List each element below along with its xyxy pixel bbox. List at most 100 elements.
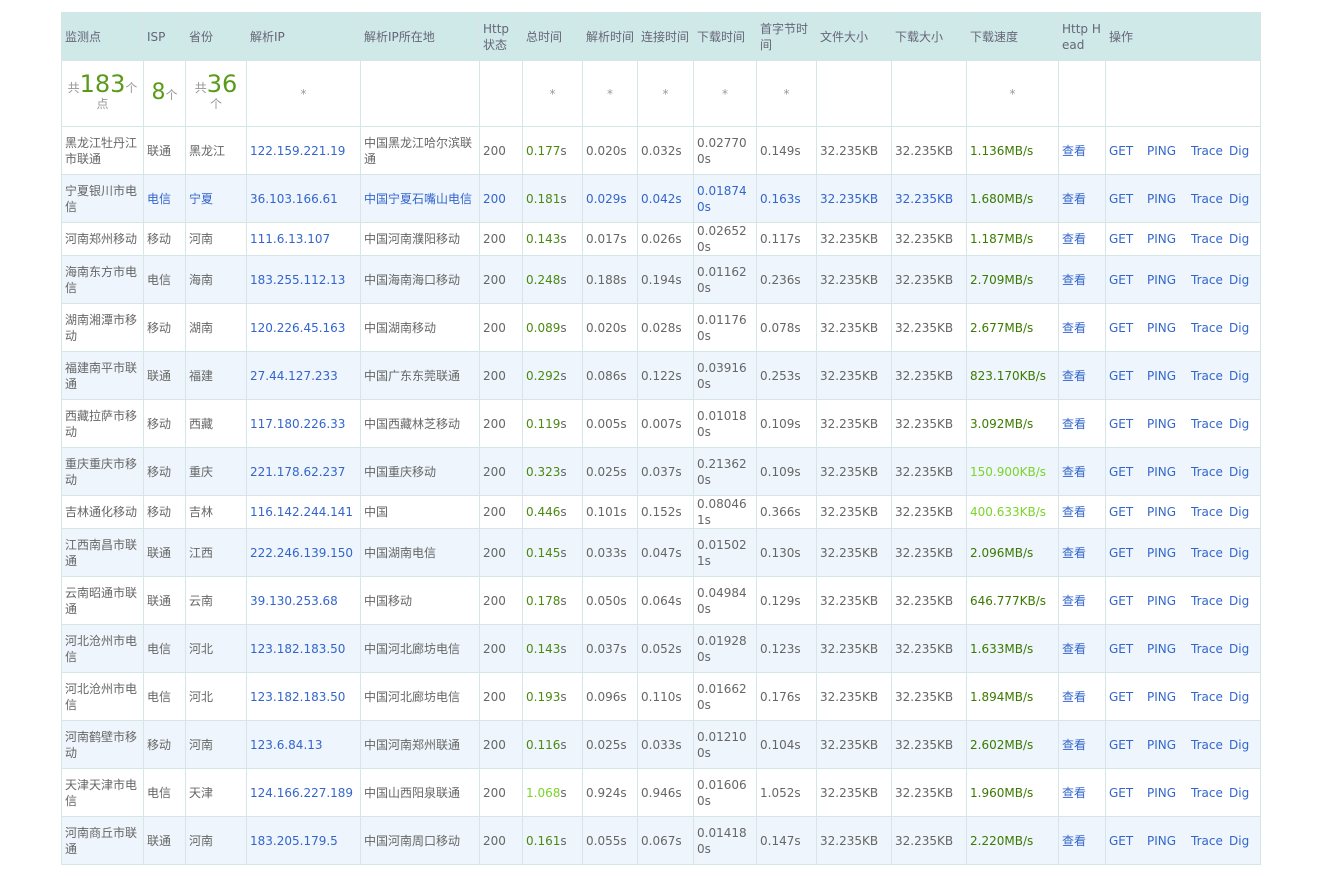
get-link[interactable]: GET	[1109, 505, 1134, 519]
dig-link[interactable]: Dig	[1229, 320, 1250, 335]
trace-link[interactable]: Trace	[1191, 368, 1223, 383]
view-head-link[interactable]: 查看	[1062, 833, 1087, 848]
dig-link[interactable]: Dig	[1229, 689, 1250, 704]
get-link[interactable]: GET	[1109, 641, 1134, 656]
dig-link[interactable]: Dig	[1229, 593, 1250, 608]
dig-link[interactable]: Dig	[1229, 641, 1250, 656]
view-head-link[interactable]: 查看	[1062, 143, 1087, 158]
trace-link[interactable]: Trace	[1191, 272, 1223, 287]
get-link[interactable]: GET	[1109, 833, 1134, 848]
view-head-link[interactable]: 查看	[1062, 368, 1087, 383]
get-link[interactable]: GET	[1109, 272, 1134, 287]
cell-http-head: 查看	[1058, 624, 1106, 673]
trace-link[interactable]: Trace	[1191, 416, 1223, 431]
trace-link[interactable]: Trace	[1191, 232, 1223, 246]
cell-resolved-ip[interactable]: 111.6.13.107	[246, 222, 361, 256]
get-link[interactable]: GET	[1109, 545, 1134, 560]
cell-node: 西藏拉萨市移动	[61, 399, 144, 448]
ping-link[interactable]: PING	[1147, 689, 1177, 704]
trace-link[interactable]: Trace	[1191, 505, 1223, 519]
ping-link[interactable]: PING	[1147, 232, 1177, 246]
get-link[interactable]: GET	[1109, 593, 1134, 608]
trace-link[interactable]: Trace	[1191, 545, 1223, 560]
view-head-link[interactable]: 查看	[1062, 737, 1087, 752]
cell-resolved-ip[interactable]: 183.205.179.5	[246, 816, 361, 865]
dig-link[interactable]: Dig	[1229, 785, 1250, 800]
dig-link[interactable]: Dig	[1229, 464, 1250, 479]
dig-link[interactable]: Dig	[1229, 833, 1250, 848]
get-link[interactable]: GET	[1109, 191, 1134, 206]
view-head-link[interactable]: 查看	[1062, 505, 1087, 519]
cell-resolved-ip[interactable]: 221.178.62.237	[246, 447, 361, 496]
ping-link[interactable]: PING	[1147, 641, 1177, 656]
ping-link[interactable]: PING	[1147, 272, 1177, 287]
view-head-link[interactable]: 查看	[1062, 785, 1087, 800]
trace-link[interactable]: Trace	[1191, 143, 1223, 158]
trace-link[interactable]: Trace	[1191, 320, 1223, 335]
header-download-size: 下载大小	[891, 12, 967, 61]
ping-link[interactable]: PING	[1147, 593, 1177, 608]
cell-resolved-ip[interactable]: 123.6.84.13	[246, 720, 361, 769]
ping-link[interactable]: PING	[1147, 416, 1177, 431]
cell-resolved-ip[interactable]: 39.130.253.68	[246, 576, 361, 625]
view-head-link[interactable]: 查看	[1062, 593, 1087, 608]
view-head-link[interactable]: 查看	[1062, 232, 1087, 246]
view-head-link[interactable]: 查看	[1062, 641, 1087, 656]
ping-link[interactable]: PING	[1147, 737, 1177, 752]
ping-link[interactable]: PING	[1147, 320, 1177, 335]
cell-resolved-ip[interactable]: 183.255.112.13	[246, 255, 361, 304]
ping-link[interactable]: PING	[1147, 545, 1177, 560]
view-head-link[interactable]: 查看	[1062, 191, 1087, 206]
trace-link[interactable]: Trace	[1191, 785, 1223, 800]
cell-resolved-ip[interactable]: 222.246.139.150	[246, 528, 361, 577]
cell-http-head: 查看	[1058, 303, 1106, 352]
dig-link[interactable]: Dig	[1229, 545, 1250, 560]
dig-link[interactable]: Dig	[1229, 505, 1250, 519]
get-link[interactable]: GET	[1109, 320, 1134, 335]
dig-link[interactable]: Dig	[1229, 232, 1250, 246]
cell-resolved-ip[interactable]: 36.103.166.61	[246, 174, 361, 223]
trace-link[interactable]: Trace	[1191, 593, 1223, 608]
dig-link[interactable]: Dig	[1229, 368, 1250, 383]
get-link[interactable]: GET	[1109, 368, 1134, 383]
trace-link[interactable]: Trace	[1191, 689, 1223, 704]
cell-resolved-ip[interactable]: 124.166.227.189	[246, 768, 361, 817]
cell-resolved-ip[interactable]: 27.44.127.233	[246, 351, 361, 400]
get-link[interactable]: GET	[1109, 464, 1134, 479]
cell-resolved-ip[interactable]: 123.182.183.50	[246, 672, 361, 721]
get-link[interactable]: GET	[1109, 785, 1134, 800]
trace-link[interactable]: Trace	[1191, 641, 1223, 656]
trace-link[interactable]: Trace	[1191, 191, 1223, 206]
get-link[interactable]: GET	[1109, 689, 1134, 704]
get-link[interactable]: GET	[1109, 232, 1134, 246]
cell-resolved-ip[interactable]: 116.142.244.141	[246, 495, 361, 529]
dig-link[interactable]: Dig	[1229, 143, 1250, 158]
cell-resolved-ip[interactable]: 123.182.183.50	[246, 624, 361, 673]
trace-link[interactable]: Trace	[1191, 737, 1223, 752]
ping-link[interactable]: PING	[1147, 833, 1177, 848]
view-head-link[interactable]: 查看	[1062, 272, 1087, 287]
ping-link[interactable]: PING	[1147, 368, 1177, 383]
cell-resolved-ip[interactable]: 120.226.45.163	[246, 303, 361, 352]
cell-resolved-ip[interactable]: 122.159.221.19	[246, 126, 361, 175]
trace-link[interactable]: Trace	[1191, 833, 1223, 848]
get-link[interactable]: GET	[1109, 143, 1134, 158]
ping-link[interactable]: PING	[1147, 191, 1177, 206]
get-link[interactable]: GET	[1109, 416, 1134, 431]
view-head-link[interactable]: 查看	[1062, 689, 1087, 704]
ping-link[interactable]: PING	[1147, 785, 1177, 800]
trace-link[interactable]: Trace	[1191, 464, 1223, 479]
dig-link[interactable]: Dig	[1229, 191, 1250, 206]
ping-link[interactable]: PING	[1147, 143, 1177, 158]
ping-link[interactable]: PING	[1147, 505, 1177, 519]
view-head-link[interactable]: 查看	[1062, 320, 1087, 335]
get-link[interactable]: GET	[1109, 737, 1134, 752]
dig-link[interactable]: Dig	[1229, 416, 1250, 431]
ping-link[interactable]: PING	[1147, 464, 1177, 479]
view-head-link[interactable]: 查看	[1062, 545, 1087, 560]
dig-link[interactable]: Dig	[1229, 737, 1250, 752]
view-head-link[interactable]: 查看	[1062, 464, 1087, 479]
cell-resolved-ip[interactable]: 117.180.226.33	[246, 399, 361, 448]
view-head-link[interactable]: 查看	[1062, 416, 1087, 431]
dig-link[interactable]: Dig	[1229, 272, 1250, 287]
